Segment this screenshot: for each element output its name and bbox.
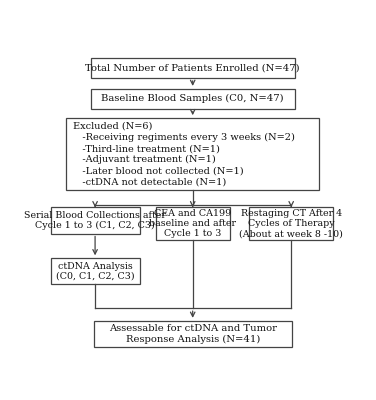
Text: -Later blood not collected (N=1): -Later blood not collected (N=1) xyxy=(73,166,244,176)
FancyBboxPatch shape xyxy=(91,89,295,109)
Text: Restaging CT After 4
Cycles of Therapy
(About at week 8 -10): Restaging CT After 4 Cycles of Therapy (… xyxy=(239,209,343,238)
FancyBboxPatch shape xyxy=(51,207,139,234)
FancyBboxPatch shape xyxy=(156,207,230,240)
Text: -ctDNA not detectable (N=1): -ctDNA not detectable (N=1) xyxy=(73,178,226,186)
Text: -Third-line treatment (N=1): -Third-line treatment (N=1) xyxy=(73,144,220,153)
Text: -Receiving regiments every 3 weeks (N=2): -Receiving regiments every 3 weeks (N=2) xyxy=(73,133,295,142)
FancyBboxPatch shape xyxy=(94,321,292,347)
Text: Excluded (N=6): Excluded (N=6) xyxy=(73,122,153,131)
Text: -Adjuvant treatment (N=1): -Adjuvant treatment (N=1) xyxy=(73,155,216,164)
Text: Baseline Blood Samples (C0, N=47): Baseline Blood Samples (C0, N=47) xyxy=(102,94,284,103)
FancyBboxPatch shape xyxy=(51,258,139,284)
FancyBboxPatch shape xyxy=(249,207,334,240)
Text: ctDNA Analysis
(C0, C1, C2, C3): ctDNA Analysis (C0, C1, C2, C3) xyxy=(56,262,134,281)
Text: CEA and CA199
baseline and after
Cycle 1 to 3: CEA and CA199 baseline and after Cycle 1… xyxy=(149,209,236,238)
Text: Assessable for ctDNA and Tumor
Response Analysis (N=41): Assessable for ctDNA and Tumor Response … xyxy=(109,324,277,344)
FancyBboxPatch shape xyxy=(91,58,295,78)
Text: Serial Blood Collections after
Cycle 1 to 3 (C1, C2, C3): Serial Blood Collections after Cycle 1 t… xyxy=(24,211,166,230)
FancyBboxPatch shape xyxy=(66,118,320,190)
Text: Total Number of Patients Enrolled (N=47): Total Number of Patients Enrolled (N=47) xyxy=(85,64,300,72)
